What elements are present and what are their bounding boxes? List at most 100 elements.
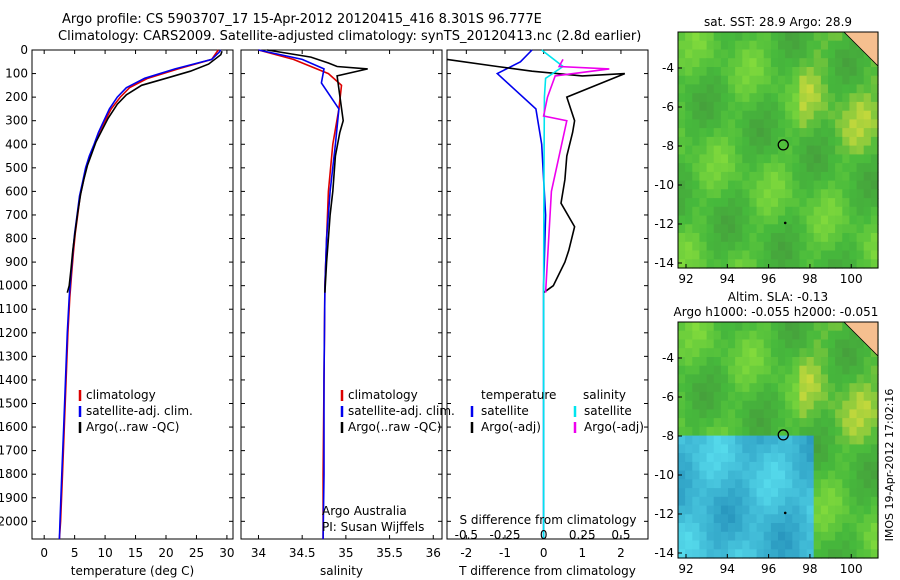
sst-map-xtick-label: 94 xyxy=(720,272,735,286)
sla-map-xtick-label: 98 xyxy=(802,562,817,576)
figure-title-line1: Argo profile: CS 5903707_17 15-Apr-2012 … xyxy=(62,12,542,27)
difference-xtick-label: 1 xyxy=(578,546,586,560)
sst-profile-marker xyxy=(777,139,789,151)
sst-map-xtick-label: 92 xyxy=(678,272,693,286)
sla-map-ytick-label: -6 xyxy=(662,390,674,404)
temperature-xtick-label: 0 xyxy=(40,546,48,560)
difference-series-temperature-argo-adj- xyxy=(446,58,626,294)
depth-tick-label: 500 xyxy=(5,161,28,175)
sla-map-ytick-label: -8 xyxy=(662,429,674,443)
imos-timestamp: IMOS 19-Apr-2012 17:02:16 xyxy=(883,389,896,542)
sst-map-xtick-label: 100 xyxy=(840,272,863,286)
depth-tick-label: 600 xyxy=(5,184,28,198)
depth-tick-label: 200 xyxy=(5,90,28,104)
salinity-xtick-label: 34 xyxy=(251,546,266,560)
sst-map-ytick-label: -10 xyxy=(654,178,674,192)
temperature-xtick-label: 5 xyxy=(71,546,79,560)
sla-map-xtick-label: 92 xyxy=(678,562,693,576)
figure-title-line2: Climatology: CARS2009. Satellite-adjuste… xyxy=(58,29,642,44)
sst-map-ytick-label: -14 xyxy=(654,256,674,270)
difference-series-salinity-satellite xyxy=(541,49,565,539)
salinity-legend-label: satellite-adj. clim. xyxy=(348,404,455,418)
difference-xtick2-label: 0.25 xyxy=(569,528,596,542)
depth-tick-label: 700 xyxy=(5,208,28,222)
sla-profile-marker xyxy=(777,429,789,441)
salinity-series-satellite-adj-clim- xyxy=(258,49,340,540)
sst-map-xtick-label: 96 xyxy=(761,272,776,286)
difference-xlabel: T difference from climatology xyxy=(458,564,636,578)
sst-map-ytick-label: -8 xyxy=(662,139,674,153)
sla-map-xtick-label: 96 xyxy=(761,562,776,576)
salinity-xtick-label: 34.5 xyxy=(289,546,316,560)
salinity-legend-label: climatology xyxy=(348,388,418,402)
temperature-axes-frame xyxy=(31,49,234,540)
temperature-legend-label: climatology xyxy=(86,388,156,402)
pi-label: PI: Susan Wijffels xyxy=(322,520,424,534)
salinity-legend-label: Argo(..raw -QC) xyxy=(348,420,441,434)
depth-tick-label: 1300 xyxy=(0,349,28,363)
sla-map-title: Altim. SLA: -0.13 xyxy=(728,290,828,304)
depth-tick-label: 1400 xyxy=(0,373,28,387)
depth-tick-label: 1700 xyxy=(0,444,28,458)
difference-legend-label: Argo(-adj) xyxy=(584,420,644,434)
salinity-series-argo-raw-qc- xyxy=(267,49,368,293)
depth-tick-label: 400 xyxy=(5,137,28,151)
salinity-xtick-label: 36 xyxy=(426,546,441,560)
temperature-xtick-label: 15 xyxy=(128,546,143,560)
difference-legend-header-salinity: salinity xyxy=(583,388,626,402)
temperature-xtick-label: 30 xyxy=(219,546,234,560)
difference-legend-label: satellite xyxy=(481,404,529,418)
salinity-xtick-label: 35 xyxy=(338,546,353,560)
salinity-xlabel: salinity xyxy=(320,564,363,578)
difference-xtick-label: 2 xyxy=(617,546,625,560)
temperature-xtick-label: 10 xyxy=(97,546,112,560)
temperature-legend-label: satellite-adj. clim. xyxy=(86,404,193,418)
temperature-xlabel: temperature (deg C) xyxy=(71,564,194,578)
sst-map-xtick-label: 98 xyxy=(802,272,817,286)
depth-tick-label: 1900 xyxy=(0,491,28,505)
difference-xlabel-salinity: S difference from climatology xyxy=(460,513,637,527)
sla-map-xtick-label: 100 xyxy=(840,562,863,576)
sla-map-frame xyxy=(677,321,879,559)
temperature-xtick-label: 25 xyxy=(189,546,204,560)
temperature-series-argo-raw-qc- xyxy=(66,50,223,293)
sst-island xyxy=(783,221,787,225)
depth-tick-label: 100 xyxy=(5,67,28,81)
argo-australia-label: Argo Australia xyxy=(322,504,407,518)
difference-xtick2-label: -0.5 xyxy=(455,528,478,542)
temperature-xtick-label: 20 xyxy=(158,546,173,560)
depth-tick-label: 1500 xyxy=(0,396,28,410)
difference-xtick-label: 0 xyxy=(540,546,548,560)
depth-tick-label: 900 xyxy=(5,255,28,269)
sla-island xyxy=(783,511,787,515)
depth-tick-label: 300 xyxy=(5,114,28,128)
depth-tick-label: 1000 xyxy=(0,279,28,293)
temperature-legend-label: Argo(..raw -QC) xyxy=(86,420,179,434)
difference-xtick-label: -2 xyxy=(460,546,472,560)
sst-map-title: sat. SST: 28.9 Argo: 28.9 xyxy=(704,15,852,29)
depth-tick-label: 800 xyxy=(5,232,28,246)
sla-map-subtitle: Argo h1000: -0.055 h2000: -0.051 xyxy=(674,305,879,319)
salinity-axes-frame xyxy=(240,49,443,540)
sla-map-ytick-label: -12 xyxy=(654,507,674,521)
difference-series-salinity-argo-adj- xyxy=(542,59,610,293)
sla-map-xtick-label: 94 xyxy=(720,562,735,576)
depth-tick-label: 1800 xyxy=(0,467,28,481)
depth-tick-label: 1200 xyxy=(0,326,28,340)
temperature-series-satellite-adj-clim- xyxy=(58,49,222,540)
sla-map-ytick-label: -10 xyxy=(654,468,674,482)
depth-tick-label: 2000 xyxy=(0,514,28,528)
depth-tick-label: 0 xyxy=(20,43,28,57)
sla-map-ytick-label: -14 xyxy=(654,546,674,560)
difference-legend-label: satellite xyxy=(584,404,632,418)
sst-map xyxy=(678,32,879,269)
sst-map-ytick-label: -4 xyxy=(662,61,674,75)
sla-map-ytick-label: -4 xyxy=(662,351,674,365)
difference-xtick-label: -1 xyxy=(499,546,511,560)
depth-tick-label: 1600 xyxy=(0,420,28,434)
sst-map-ytick-label: -6 xyxy=(662,100,674,114)
difference-legend-header-temperature: temperature xyxy=(481,388,556,402)
sla-map xyxy=(678,322,879,559)
temperature-series-climatology xyxy=(58,49,220,540)
